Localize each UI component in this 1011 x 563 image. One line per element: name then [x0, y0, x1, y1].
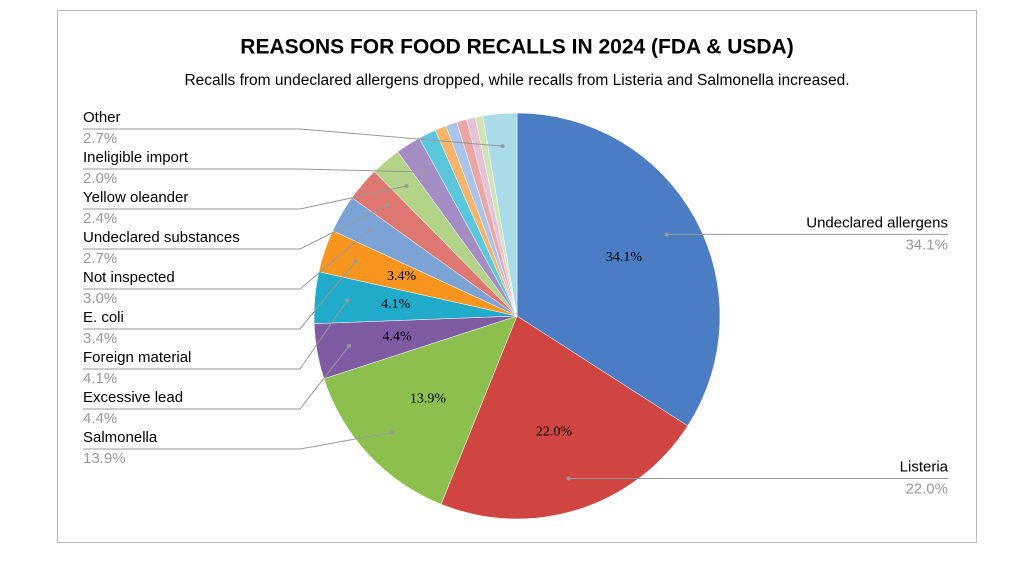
category-label: Undeclared allergens — [806, 214, 948, 231]
leader-line — [83, 229, 371, 290]
percent-label: 2.7% — [83, 130, 117, 147]
leader-dot — [347, 343, 352, 348]
pie-slice — [516, 112, 721, 427]
percent-label: 2.0% — [83, 170, 117, 187]
percent-label: 4.4% — [83, 410, 117, 427]
category-label: Foreign material — [83, 349, 191, 366]
leader-line — [83, 128, 503, 147]
category-label: Yellow oleander — [83, 189, 188, 206]
leader-dot — [566, 476, 571, 481]
percent-label: 3.0% — [83, 290, 117, 307]
leader-line — [83, 260, 356, 330]
leader-line — [83, 204, 388, 250]
category-label: Other — [83, 109, 121, 126]
percent-label: 34.1% — [905, 236, 948, 253]
pie-slice — [440, 315, 689, 520]
leader-dot — [423, 170, 428, 175]
slice-label: 4.4% — [382, 330, 412, 345]
leader-dot — [404, 183, 409, 188]
percent-label: 22.0% — [905, 480, 948, 497]
slice-label: 34.1% — [606, 250, 643, 265]
leader-dot — [385, 203, 390, 208]
slice-label: 13.9% — [410, 391, 447, 406]
slice-label: 3.4% — [387, 269, 417, 284]
percent-label: 4.1% — [83, 370, 117, 387]
leader-dot — [664, 232, 669, 237]
percent-label: 2.4% — [83, 210, 117, 227]
category-label: Ineligible import — [83, 149, 189, 166]
chart-subtitle: Recalls from undeclared allergens droppe… — [184, 72, 849, 89]
percent-label: 3.4% — [83, 330, 117, 347]
leader-line — [83, 431, 393, 450]
percent-label: 2.7% — [83, 250, 117, 267]
pie-slice — [482, 112, 518, 317]
category-label: Excessive lead — [83, 389, 183, 406]
slice-label: 4.1% — [381, 297, 411, 312]
leader-dot — [345, 298, 350, 303]
leader-line — [83, 345, 350, 410]
category-label: E. coli — [83, 309, 124, 326]
chart-title: REASONS FOR FOOD RECALLS IN 2024 (FDA & … — [240, 36, 793, 59]
leader-line — [83, 168, 426, 173]
leader-dot — [367, 228, 372, 233]
leader-dot — [500, 144, 505, 149]
category-label: Listeria — [900, 458, 949, 475]
leader-line — [83, 185, 407, 210]
category-label: Undeclared substances — [83, 229, 240, 246]
leader-dot — [390, 430, 395, 435]
leader-line — [83, 300, 348, 370]
leader-dot — [353, 259, 358, 264]
percent-label: 13.9% — [83, 450, 126, 467]
slice-label: 22.0% — [536, 424, 573, 439]
category-label: Not inspected — [83, 269, 175, 286]
category-label: Salmonella — [83, 429, 158, 446]
